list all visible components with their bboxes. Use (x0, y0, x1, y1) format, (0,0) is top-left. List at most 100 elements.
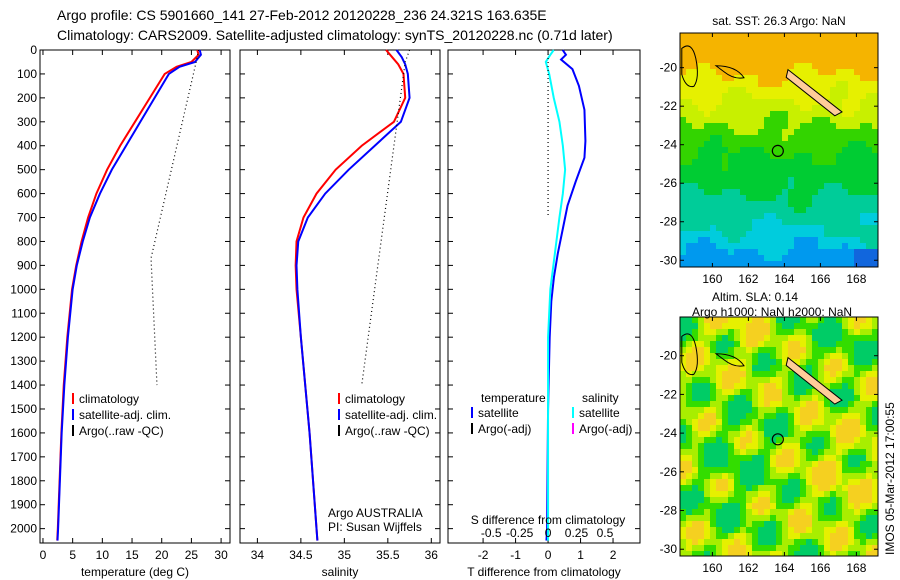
map-cell (716, 207, 722, 213)
map-cell (824, 545, 830, 551)
y-tick-label: 200 (17, 91, 37, 105)
map-cell (698, 183, 704, 189)
map-cell (764, 425, 770, 431)
map-cell (806, 207, 812, 213)
map-cell (710, 515, 716, 521)
map-cell (770, 473, 776, 479)
map-cell (812, 425, 818, 431)
map-cell (704, 377, 710, 383)
x-tick-label: 15 (125, 548, 139, 562)
map-cell (830, 521, 836, 527)
map-cell (836, 213, 842, 219)
map-cell (788, 81, 794, 87)
map-cell (842, 455, 848, 461)
map-cell (752, 225, 758, 231)
map-cell (872, 365, 878, 371)
map-cell (692, 189, 698, 195)
map-cell (872, 485, 878, 491)
map-cell (752, 359, 758, 365)
map-cell (842, 491, 848, 497)
map-cell (734, 39, 740, 45)
legend-label: satellite (579, 406, 620, 420)
map-cell (860, 395, 866, 401)
map-cell (800, 449, 806, 455)
map-cell (680, 377, 686, 383)
map-cell (770, 503, 776, 509)
map-cell (836, 335, 842, 341)
map-cell (716, 51, 722, 57)
map-cell (872, 255, 878, 261)
map-cell (752, 341, 758, 347)
map-cell (812, 75, 818, 81)
map-cell (728, 81, 734, 87)
map-cell (788, 99, 794, 105)
map-cell (722, 261, 728, 267)
s-tick-label: 0 (545, 526, 552, 540)
map-cell (752, 521, 758, 527)
map-cell (830, 383, 836, 389)
map-cell (722, 431, 728, 437)
map-cell (770, 255, 776, 261)
map-cell (710, 159, 716, 165)
map-cell (860, 455, 866, 461)
map-cell (866, 407, 872, 413)
map-cell (704, 521, 710, 527)
map-cell (770, 195, 776, 201)
map-cell (836, 353, 842, 359)
map-cell (782, 317, 788, 323)
map-cell (866, 551, 872, 556)
map-cell (686, 189, 692, 195)
map-cell (842, 467, 848, 473)
map-cell (704, 341, 710, 347)
map-cell (788, 503, 794, 509)
map-cell (818, 467, 824, 473)
map-cell (770, 201, 776, 207)
map-cell (872, 461, 878, 467)
map-cell (728, 231, 734, 237)
map-cell (728, 389, 734, 395)
map-cell (716, 413, 722, 419)
map-cell (812, 129, 818, 135)
map-cell (782, 69, 788, 75)
map-cell (746, 33, 752, 39)
map-cell (830, 255, 836, 261)
map-cell (800, 153, 806, 159)
map-cell (848, 75, 854, 81)
map-cell (782, 99, 788, 105)
map-cell (806, 123, 812, 129)
map-cell (788, 419, 794, 425)
map-cell (872, 509, 878, 515)
map-cell (824, 521, 830, 527)
map-cell (710, 177, 716, 183)
map-cell (848, 93, 854, 99)
map-cell (728, 69, 734, 75)
reef-contour (714, 353, 745, 367)
map-cell (788, 261, 794, 267)
map-cell (776, 69, 782, 75)
map-cell (854, 491, 860, 497)
map-cell (740, 503, 746, 509)
map-cell (740, 389, 746, 395)
map-cell (848, 255, 854, 261)
map-cell (692, 153, 698, 159)
map-cell (704, 329, 710, 335)
map-cell (848, 141, 854, 147)
map-cell (734, 521, 740, 527)
map-cell (716, 443, 722, 449)
reef-contour (681, 333, 698, 376)
map-cell (812, 225, 818, 231)
map-cell (836, 521, 842, 527)
map-cell (692, 243, 698, 249)
map-cell (836, 153, 842, 159)
map-cell (812, 437, 818, 443)
map-cell (866, 75, 872, 81)
map-cell (806, 419, 812, 425)
map-cell (776, 219, 782, 225)
x-tick-label: -1 (510, 548, 521, 562)
map-cell (848, 413, 854, 419)
map-cell (698, 431, 704, 437)
map-cell (680, 407, 686, 413)
map-cell (818, 353, 824, 359)
map-cell (836, 231, 842, 237)
map-cell (758, 57, 764, 63)
